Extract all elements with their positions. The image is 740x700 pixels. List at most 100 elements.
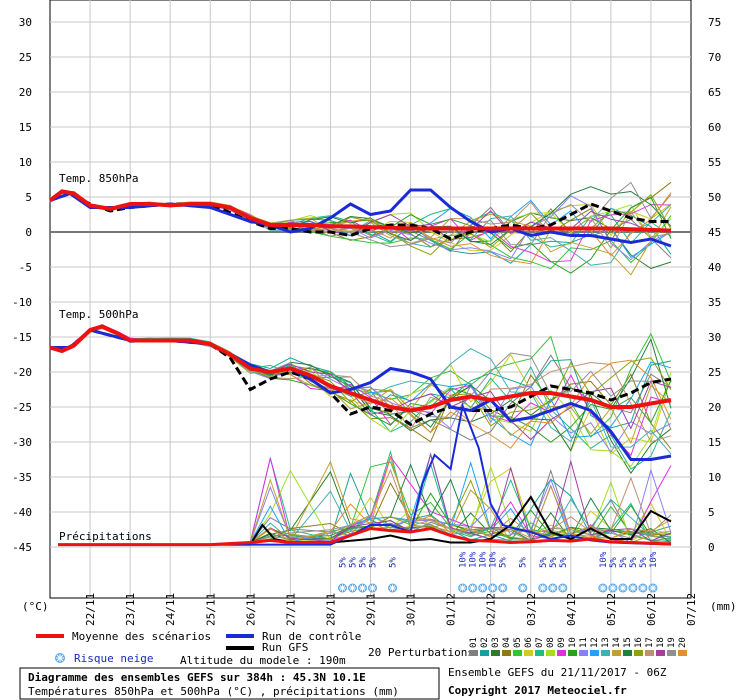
snowflake-icon [518, 583, 528, 593]
altitude-label: Altitude du modele : 190m [180, 654, 346, 667]
x-tick-label: 26/11 [244, 593, 257, 626]
x-tick-label: 23/11 [124, 593, 137, 626]
snowflake-icon [357, 583, 367, 593]
perturbation-number: 05 [513, 637, 523, 648]
snow-risk-row: 5% 5% 5% 5% 5% 10% 10% 10% 10% 5% 5% 5% 5% 5% 10% 5% 5% 5… [337, 551, 659, 593]
snowflake-icon [488, 583, 498, 593]
right-tick-label: 0 [708, 541, 715, 554]
perturbation-swatch [623, 650, 632, 656]
snow-risk-label: 5% [559, 557, 569, 568]
perturbation-number: 15 [623, 637, 633, 648]
snow-risk-label: 5% [369, 557, 379, 568]
snowflake-icon [598, 583, 608, 593]
perturbation-number: 13 [601, 637, 611, 648]
x-tick-label: 25/11 [204, 593, 217, 626]
x-tick-label: 30/11 [405, 593, 418, 626]
right-axis-label: (mm) [710, 600, 737, 613]
copyright-label: Copyright 2017 Meteociel.fr [448, 684, 627, 697]
perturbation-swatch [634, 650, 643, 656]
perturbation-number: 04 [502, 637, 512, 648]
perturbation-swatch [513, 650, 522, 656]
perturbation-line [58, 460, 672, 546]
perturbations-label: 20 Perturbations [368, 646, 474, 659]
right-tick-label: 10 [708, 471, 721, 484]
right-tick-label: 40 [708, 261, 721, 274]
x-tick-label: 06/12 [645, 593, 658, 626]
left-tick-label: -10 [12, 296, 32, 309]
perturbation-swatch [678, 650, 687, 656]
right-tick-label: 70 [708, 51, 721, 64]
snowflake-icon [548, 583, 558, 593]
perturbation-swatch [579, 650, 588, 656]
perturbation-swatch [568, 650, 577, 656]
x-tick-label: 24/11 [164, 593, 177, 626]
left-tick-label: -25 [12, 401, 32, 414]
x-tick-label: 27/11 [284, 593, 297, 626]
panel-label-precip: Précipitations [59, 530, 152, 543]
snow-risk-label: 10% [469, 551, 479, 568]
perturbation-number: 08 [546, 637, 556, 648]
left-tick-label: 5 [25, 191, 32, 204]
perturbation-swatch [557, 650, 566, 656]
footer-title: Diagramme des ensembles GEFS sur 384h : … [28, 671, 366, 684]
perturbation-swatch [612, 650, 621, 656]
left-tick-label: 30 [19, 16, 32, 29]
left-tick-label: -20 [12, 366, 32, 379]
right-tick-label: 65 [708, 86, 721, 99]
right-tick-label: 15 [708, 436, 721, 449]
snow-risk-label: 5% [389, 557, 399, 568]
snowflake-icon [388, 583, 398, 593]
x-tick-label: 02/12 [485, 593, 498, 626]
snowflake-icon [538, 583, 548, 593]
snow-risk-label: 5% [519, 557, 529, 568]
x-tick-label: 03/12 [525, 593, 538, 626]
right-tick-label: 35 [708, 296, 721, 309]
snow-risk-label: 10% [479, 551, 489, 568]
perturbation-number: 03 [491, 637, 501, 648]
perturbation-number: 10 [568, 637, 578, 648]
left-tick-label: -45 [12, 541, 32, 554]
perturbation-swatch [590, 650, 599, 656]
snow-risk-label: 5% [619, 557, 629, 568]
series-precip-line [58, 526, 672, 547]
perturbation-swatch [491, 650, 500, 656]
main-series [48, 188, 672, 547]
footer-subtitle: Températures 850hPa et 500hPa (°C) , pré… [28, 685, 399, 698]
snowflake-icon [468, 583, 478, 593]
perturbation-swatch [535, 650, 544, 656]
perturbation-swatch [656, 650, 665, 656]
right-tick-label: 50 [708, 191, 721, 204]
panel-label-t500: Temp. 500hPa [59, 308, 138, 321]
perturbation-number: 02 [480, 637, 490, 648]
left-axis-ticks: 30 25 20 15 10 5 0 -5 -10 -15 -20 -25 -30 -35 -40 -45 [12, 16, 32, 554]
snowflake-icon [648, 583, 658, 593]
snow-risk-label: 5% [499, 557, 509, 568]
perturbation-number: 16 [634, 637, 644, 648]
x-axis-ticks: 22/11 23/11 24/11 25/11 26/11 27/11 28/11 29/11… [84, 593, 698, 626]
left-tick-label: 15 [19, 121, 32, 134]
legend-gfs-label: Run GFS [262, 641, 308, 654]
perturbation-number: 12 [590, 637, 600, 648]
right-tick-label: 5 [708, 506, 715, 519]
footer-box [19, 667, 440, 700]
perturbation-line [58, 455, 672, 546]
perturbation-number: 20 [678, 637, 688, 648]
perturbation-number: 14 [612, 637, 622, 648]
left-tick-label: -15 [12, 331, 32, 344]
right-tick-label: 30 [708, 331, 721, 344]
perturbation-number: 17 [645, 637, 655, 648]
snowflake-icon [55, 653, 65, 663]
snowflake-icon [498, 583, 508, 593]
snowflake-icon [608, 583, 618, 593]
snow-risk-label: 5% [338, 557, 348, 568]
right-tick-label: 45 [708, 226, 721, 239]
left-tick-label: 10 [19, 156, 32, 169]
gridlines [50, 0, 691, 598]
x-tick-label: 01/12 [445, 593, 458, 626]
left-tick-label: -5 [19, 261, 32, 274]
snowflake-icon [478, 583, 488, 593]
right-tick-label: 75 [708, 16, 721, 29]
snowflake-icon [618, 583, 628, 593]
x-tick-label: 29/11 [365, 593, 378, 626]
